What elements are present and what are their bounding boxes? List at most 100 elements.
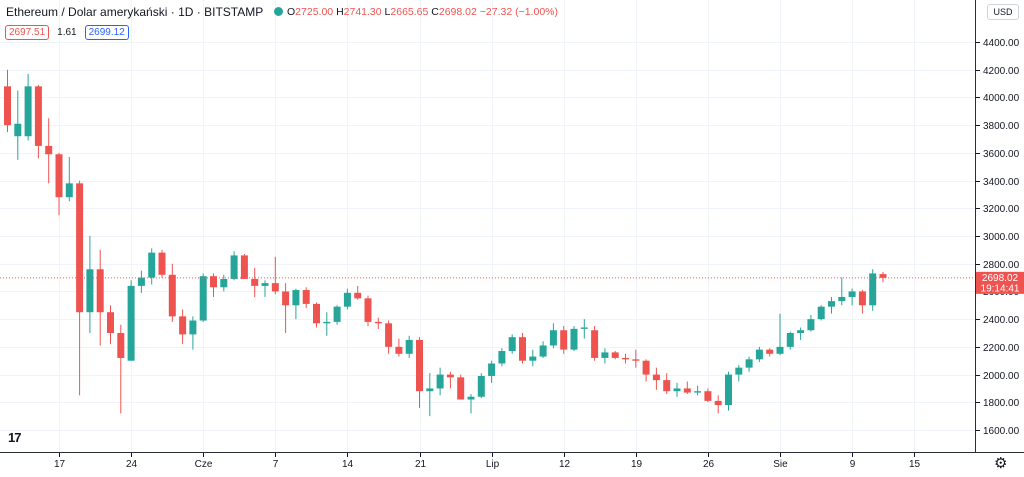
price-tick-label: 3600.00 bbox=[983, 149, 1020, 160]
candle-body bbox=[210, 276, 217, 288]
candle-body bbox=[436, 374, 444, 389]
price-tick-label: 2400.00 bbox=[983, 315, 1020, 326]
price-axis[interactable]: 1600.001800.002000.002200.002400.002600.… bbox=[976, 38, 1020, 437]
candle-body bbox=[261, 283, 269, 286]
candle bbox=[838, 277, 846, 306]
candle-body bbox=[807, 319, 815, 331]
price-tick-label: 3200.00 bbox=[983, 204, 1020, 215]
candle-body bbox=[45, 145, 53, 155]
candle-body bbox=[560, 330, 568, 350]
candle-body bbox=[343, 292, 351, 307]
candle bbox=[179, 309, 187, 345]
candle bbox=[807, 314, 815, 332]
candle bbox=[570, 326, 578, 352]
candle-body bbox=[168, 274, 176, 317]
last-price-value: 2698.02 bbox=[982, 273, 1019, 284]
low-value: 2665.65 bbox=[390, 6, 429, 18]
candle-body bbox=[354, 292, 362, 299]
candle-body bbox=[848, 291, 856, 297]
candle bbox=[220, 274, 228, 292]
candle bbox=[457, 374, 465, 400]
time-tick-label: Cze bbox=[195, 459, 213, 470]
close-label: C bbox=[431, 6, 439, 18]
candle bbox=[725, 371, 732, 411]
candle-body bbox=[230, 255, 238, 279]
candle-body bbox=[673, 388, 681, 392]
price-tick-label: 3400.00 bbox=[983, 177, 1020, 188]
candle bbox=[65, 157, 73, 202]
candle-body bbox=[385, 323, 393, 347]
candle bbox=[199, 273, 207, 322]
time-tick-label: 24 bbox=[126, 459, 138, 470]
candle-body bbox=[869, 273, 877, 306]
candle bbox=[395, 338, 403, 357]
time-tick-label: 26 bbox=[703, 459, 715, 470]
candle-body bbox=[663, 380, 671, 392]
candle-body bbox=[76, 183, 84, 313]
candle bbox=[642, 359, 650, 382]
symbol-name[interactable]: Ethereum / Dolar amerykański bbox=[6, 5, 168, 19]
candle bbox=[240, 254, 248, 279]
candle bbox=[539, 341, 547, 358]
bid-button[interactable]: 2697.51 bbox=[5, 25, 50, 40]
candle bbox=[776, 313, 784, 356]
candle-body bbox=[364, 298, 372, 322]
currency-button[interactable]: USD bbox=[987, 4, 1019, 20]
candle-body bbox=[632, 359, 640, 361]
candle-body bbox=[179, 316, 187, 335]
candle bbox=[683, 381, 691, 394]
candles-layer bbox=[4, 69, 887, 417]
candle-body bbox=[148, 252, 156, 278]
candle-body bbox=[158, 252, 166, 275]
candle-body bbox=[457, 377, 465, 400]
candle-body bbox=[240, 255, 248, 279]
candle bbox=[446, 371, 454, 389]
candle bbox=[168, 263, 176, 322]
candle-body bbox=[416, 339, 423, 392]
price-tick-label: 2200.00 bbox=[983, 343, 1020, 354]
candle-body bbox=[879, 274, 887, 278]
candle bbox=[323, 312, 331, 336]
time-tick-label: 9 bbox=[850, 459, 856, 470]
candle bbox=[343, 288, 351, 310]
candle-body bbox=[65, 183, 73, 198]
candle bbox=[282, 283, 290, 333]
candle-body bbox=[755, 349, 763, 360]
tradingview-logo[interactable]: 17 bbox=[8, 430, 22, 445]
candle-body bbox=[683, 388, 691, 393]
time-tick-label: 12 bbox=[559, 459, 571, 470]
candle bbox=[4, 69, 11, 133]
candle bbox=[508, 334, 516, 354]
time-tick-label: 7 bbox=[273, 459, 279, 470]
time-axis[interactable]: 17 24 Cze 7 14 21 Lip 12 19 26 Sie 9 15 bbox=[54, 453, 921, 470]
price-tick-label: 2000.00 bbox=[983, 371, 1020, 382]
candle-body bbox=[591, 330, 599, 358]
gear-icon[interactable]: ⚙ bbox=[994, 455, 1008, 472]
candle-body bbox=[292, 290, 300, 306]
candle bbox=[560, 326, 568, 354]
candle-body bbox=[107, 312, 114, 333]
candle-body bbox=[817, 306, 825, 320]
candle bbox=[24, 73, 32, 141]
candle-body bbox=[282, 291, 290, 306]
candle bbox=[869, 269, 877, 311]
candle bbox=[436, 367, 444, 396]
interval[interactable]: 1D bbox=[178, 5, 194, 19]
candle bbox=[333, 305, 341, 325]
low-label: L bbox=[384, 6, 391, 18]
candle bbox=[137, 270, 145, 293]
ask-button[interactable]: 2699.12 bbox=[84, 25, 129, 40]
candle-body bbox=[766, 349, 774, 354]
market-status-icon[interactable] bbox=[274, 7, 284, 16]
candle bbox=[622, 353, 629, 364]
candle bbox=[632, 349, 640, 368]
candle-body bbox=[4, 86, 11, 126]
candle bbox=[189, 316, 197, 350]
candle bbox=[858, 290, 866, 314]
candle-body bbox=[838, 296, 846, 302]
candle bbox=[127, 280, 135, 361]
candle-body bbox=[199, 276, 207, 321]
candle-body bbox=[786, 333, 794, 347]
candle bbox=[652, 367, 660, 390]
